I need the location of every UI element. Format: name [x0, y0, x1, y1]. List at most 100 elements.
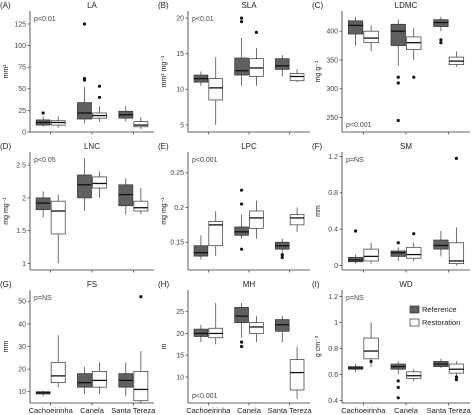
panel-title: SLA [241, 1, 257, 10]
y-tick-label: 25 [18, 108, 26, 115]
x-category-label: Santa Tereza [111, 406, 156, 415]
y-tick-label: 400 [326, 29, 338, 36]
outlier-point [239, 20, 244, 24]
p-value-label: p<0.001 [192, 157, 218, 164]
y-tick-label: 0.2 [174, 205, 184, 212]
box-restoration [208, 221, 224, 247]
panel-ldmc: (C) LDMC 250 300 350 400 mg g⁻¹ p<0.001 [312, 1, 470, 135]
outlier-point [439, 41, 443, 45]
x-category-label: Canela [237, 406, 262, 415]
y-tick-label: 5 [180, 122, 184, 129]
box-restoration [50, 361, 66, 384]
y-tick-label: 20 [176, 16, 184, 23]
y-tick-label: 25 [176, 309, 184, 316]
box-reference [433, 239, 449, 250]
y-tick-label: 100 [14, 43, 26, 50]
panel-title: LNC [84, 142, 100, 151]
y-tick-label: 1.5 [16, 228, 26, 235]
box-reference [35, 197, 51, 211]
panel-title: LPC [241, 142, 257, 151]
box-restoration [406, 246, 422, 259]
box-restoration [50, 200, 66, 235]
y-axis-label: mm [3, 341, 10, 353]
x-category-label: Cachoeirinha [29, 406, 74, 415]
x-category-label: Canela [80, 406, 105, 415]
y-tick-label: 0.8 [328, 190, 338, 197]
legend-label: Restoration [422, 318, 460, 327]
outlier-point [454, 156, 459, 160]
panel-label: (E) [158, 142, 169, 151]
y-axis-label: mm² [3, 64, 10, 79]
outlier-point [239, 202, 244, 206]
outlier-point [239, 340, 244, 344]
outlier-point [353, 229, 358, 233]
outlier-point [239, 247, 244, 251]
y-tick-label: 2 [22, 195, 26, 202]
outlier-point [139, 295, 143, 299]
box-reference [274, 319, 290, 332]
y-axis-label: mg g⁻¹ [315, 60, 322, 82]
y-axis-label: mm [315, 205, 322, 217]
outlier-point [412, 75, 416, 79]
panel-label: (H) [158, 280, 169, 289]
outlier-point [439, 38, 443, 42]
outlier-point [97, 84, 102, 88]
outlier-point [254, 30, 259, 34]
outlier-point [239, 188, 244, 192]
box-restoration [133, 371, 149, 402]
y-axis-label: g cm⁻³ [315, 335, 322, 357]
outlier-point [396, 379, 400, 383]
y-tick-label: 1 [22, 261, 26, 268]
y-tick-label: 40 [18, 321, 26, 328]
panel-label: (I) [312, 280, 320, 289]
box-restoration [289, 359, 305, 391]
outlier-point [280, 255, 284, 260]
box-reference [390, 250, 406, 257]
y-tick-label: 75 [18, 65, 26, 72]
x-category-label: Cachoeirinha [186, 406, 231, 415]
box-restoration [363, 30, 379, 44]
y-tick-label: 0.25 [170, 170, 184, 177]
outlier-point [412, 232, 416, 236]
legend-swatch [409, 305, 420, 314]
y-tick-label: 125 [14, 21, 26, 28]
panel-lpc: (E) LPC 0.15 0.2 0.25 mg mg⁻¹ p<0.001 [158, 142, 310, 273]
box-reference [77, 174, 92, 199]
x-category-label: Santa Tereza [427, 406, 472, 415]
y-tick-label: 20 [18, 367, 26, 374]
panel-title: WD [399, 280, 413, 289]
y-tick-label: 20 [176, 331, 184, 338]
outlier-point [82, 22, 87, 26]
outlier-point [396, 118, 400, 123]
box-reference [193, 245, 209, 257]
y-tick-label: 0.4 [328, 398, 338, 405]
y-tick-label: 0.8 [328, 346, 338, 353]
x-category-label: Cachoeirinha [341, 406, 386, 415]
y-axis-label: mm² mg⁻¹ [161, 55, 168, 87]
p-value-label: p<0.01 [192, 16, 214, 23]
outlier-point [97, 95, 102, 100]
box-restoration [289, 73, 305, 82]
x-category-label: Santa Tereza [268, 406, 313, 415]
outlier-point [239, 344, 244, 349]
panel-fs: (G) FS 10 20 30 40 50 mm Cachoeirinha Canela Santa… [0, 280, 156, 415]
y-tick-label: 15 [176, 51, 184, 58]
panel-sla: (B) SLA 5 10 15 20 mm² mg⁻¹ p<0.01 [158, 1, 310, 135]
y-tick-label: 0.6 [328, 372, 338, 379]
outlier-point [454, 375, 459, 379]
y-axis-label: m [161, 343, 168, 349]
p-value-label: p<0.01 [34, 16, 56, 23]
panel-wd: (I) WD 0.4 0.6 0.8 1 1.2 g cm⁻³ Cachoeirinha Cane… [312, 280, 472, 415]
box-reference [234, 307, 249, 323]
box-reference [234, 57, 249, 76]
box-restoration [92, 371, 107, 388]
panel-title: LA [87, 1, 97, 10]
outlier-point [396, 385, 400, 390]
box-restoration [92, 176, 107, 189]
y-tick-label: 1.2 [328, 294, 338, 301]
y-tick-label: 0 [22, 129, 26, 136]
y-tick-label: 10 [176, 374, 184, 381]
y-tick-label: 0 [334, 263, 338, 270]
box-reference [193, 328, 209, 337]
panel-title: SM [400, 142, 412, 151]
